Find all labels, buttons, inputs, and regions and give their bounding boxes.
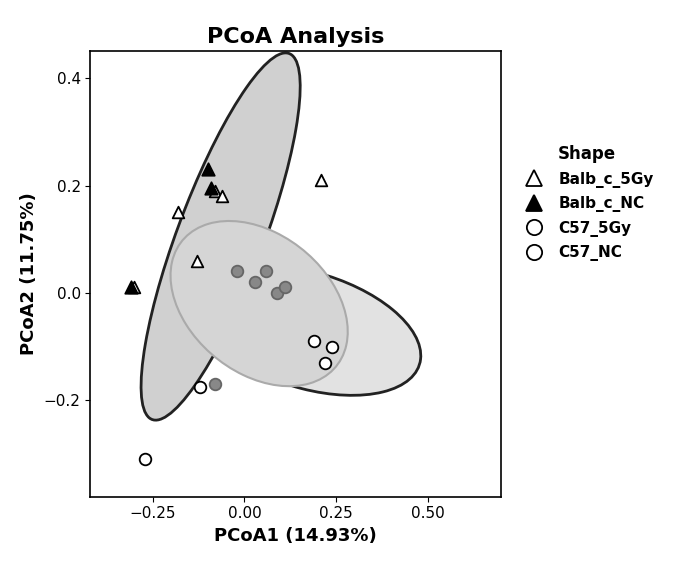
Point [327, 342, 338, 351]
Y-axis label: PCoA2 (11.75%): PCoA2 (11.75%) [20, 192, 38, 356]
Point [125, 283, 136, 292]
Point [316, 176, 327, 185]
Point [261, 267, 272, 276]
Ellipse shape [141, 53, 300, 420]
Point [195, 382, 206, 391]
Point [140, 455, 151, 464]
Ellipse shape [196, 266, 421, 395]
Point [308, 336, 319, 345]
Point [217, 192, 228, 201]
Point [250, 278, 261, 287]
Point [209, 186, 221, 195]
Point [272, 288, 283, 297]
Point [129, 283, 140, 292]
Point [319, 358, 331, 367]
Ellipse shape [171, 221, 348, 386]
Title: PCoA Analysis: PCoA Analysis [207, 27, 384, 47]
Point [203, 165, 214, 174]
Point [191, 256, 203, 266]
X-axis label: PCoA1 (14.93%): PCoA1 (14.93%) [214, 527, 377, 545]
Point [232, 267, 243, 276]
Point [279, 283, 290, 292]
Point [173, 208, 184, 217]
Point [206, 184, 217, 193]
Point [209, 380, 221, 389]
Legend: Balb_c_5Gy, Balb_c_NC, C57_5Gy, C57_NC: Balb_c_5Gy, Balb_c_NC, C57_5Gy, C57_NC [513, 139, 661, 267]
